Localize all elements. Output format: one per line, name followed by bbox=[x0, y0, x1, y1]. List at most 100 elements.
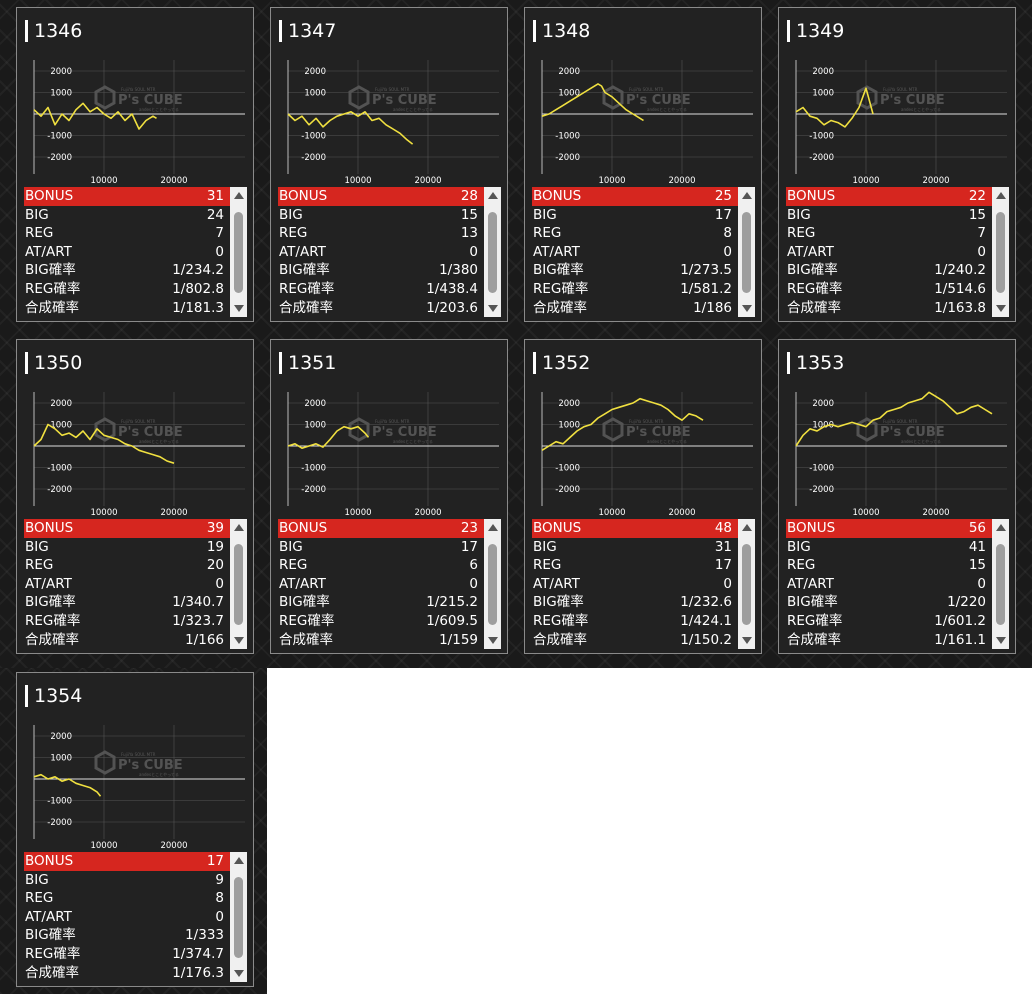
watermark-brand: P's CUBE bbox=[118, 758, 183, 773]
machine-number[interactable]: 1352 bbox=[542, 352, 591, 374]
stats-scrollbar[interactable] bbox=[230, 519, 247, 649]
scroll-thumb[interactable] bbox=[742, 544, 751, 625]
watermark-subtitle: FujiiYa SOUL MTR bbox=[121, 419, 156, 424]
stat-value: 1/438.4 bbox=[426, 280, 478, 297]
scroll-thumb[interactable] bbox=[488, 544, 497, 625]
stat-row-big: BIG 24 bbox=[24, 206, 230, 225]
scroll-down-arrow-icon[interactable] bbox=[742, 305, 752, 312]
stats-scrollbar[interactable] bbox=[230, 187, 247, 317]
stat-value: 7 bbox=[215, 225, 224, 242]
stats-scrollbar[interactable] bbox=[738, 519, 755, 649]
scroll-thumb[interactable] bbox=[488, 212, 497, 293]
stats-list[interactable]: BONUS 17 BIG 9 REG 8 AT/ART 0 BIG確率 1/333 REG確率 1/3… bbox=[24, 852, 230, 982]
machine-card[interactable]: 1352 P's CUBE FujiiYa SOUL MTR andesとことやってる… bbox=[524, 339, 762, 654]
machine-number[interactable]: 1350 bbox=[34, 352, 83, 374]
scroll-up-arrow-icon[interactable] bbox=[996, 192, 1006, 199]
machine-card[interactable]: 1346 P's CUBE FujiiYa SOUL MTR andesとことやってる… bbox=[16, 7, 254, 322]
stats-list[interactable]: BONUS 25 BIG 17 REG 8 AT/ART 0 BIG確率 1/273.5 REG確率… bbox=[532, 187, 738, 317]
scroll-thumb[interactable] bbox=[996, 212, 1005, 293]
scroll-thumb[interactable] bbox=[234, 212, 243, 293]
machine-card[interactable]: 1353 P's CUBE FujiiYa SOUL MTR andesとことやってる… bbox=[778, 339, 1016, 654]
scroll-up-arrow-icon[interactable] bbox=[488, 192, 498, 199]
y-tick-label: 1000 bbox=[304, 421, 326, 431]
scroll-up-arrow-icon[interactable] bbox=[742, 192, 752, 199]
y-tick-label: -1000 bbox=[301, 464, 326, 474]
scroll-thumb[interactable] bbox=[742, 212, 751, 293]
stats-list[interactable]: BONUS 56 BIG 41 REG 15 AT/ART 0 BIG確率 1/220 REG確率 1… bbox=[786, 519, 992, 649]
stats-scrollbar[interactable] bbox=[992, 519, 1009, 649]
stat-row-combined-rate: 合成確率 1/163.8 bbox=[786, 299, 992, 318]
x-tick-label: 10000 bbox=[344, 508, 371, 516]
machine-card[interactable]: 1350 P's CUBE FujiiYa SOUL MTR andesとことやってる… bbox=[16, 339, 254, 654]
machine-card[interactable]: 1349 P's CUBE FujiiYa SOUL MTR andesとことやってる… bbox=[778, 7, 1016, 322]
scroll-down-arrow-icon[interactable] bbox=[996, 305, 1006, 312]
stats-scrollbar[interactable] bbox=[484, 187, 501, 317]
machine-card[interactable]: 1351 P's CUBE FujiiYa SOUL MTR andesとことやってる… bbox=[270, 339, 508, 654]
stats-list[interactable]: BONUS 28 BIG 15 REG 13 AT/ART 0 BIG確率 1/380 REG確率 1… bbox=[278, 187, 484, 317]
stat-value: 0 bbox=[977, 575, 986, 592]
stat-row-bonus: BONUS 23 bbox=[278, 519, 484, 538]
watermark-subtitle: FujiiYa SOUL MTR bbox=[121, 87, 156, 92]
machine-number[interactable]: 1351 bbox=[288, 352, 337, 374]
stat-row-bonus: BONUS 22 bbox=[786, 187, 992, 206]
scroll-thumb[interactable] bbox=[996, 544, 1005, 625]
stats-list[interactable]: BONUS 31 BIG 24 REG 7 AT/ART 0 BIG確率 1/234.2 REG確率… bbox=[24, 187, 230, 317]
machine-number[interactable]: 1348 bbox=[542, 20, 591, 42]
stats-list[interactable]: BONUS 48 BIG 31 REG 17 AT/ART 0 BIG確率 1/232.6 REG確… bbox=[532, 519, 738, 649]
machine-number[interactable]: 1347 bbox=[288, 20, 337, 42]
stat-label: 合成確率 bbox=[533, 299, 587, 316]
scroll-down-arrow-icon[interactable] bbox=[234, 970, 244, 977]
machine-number[interactable]: 1346 bbox=[34, 20, 83, 42]
stats-list[interactable]: BONUS 22 BIG 15 REG 7 AT/ART 0 BIG確率 1/240.2 REG確率… bbox=[786, 187, 992, 317]
watermark-brand: P's CUBE bbox=[118, 93, 183, 108]
stats-list[interactable]: BONUS 39 BIG 19 REG 20 AT/ART 0 BIG確率 1/340.7 REG確… bbox=[24, 519, 230, 649]
stat-label: BONUS bbox=[787, 520, 836, 536]
scroll-up-arrow-icon[interactable] bbox=[234, 524, 244, 531]
watermark-subtitle: FujiiYa SOUL MTR bbox=[375, 419, 410, 424]
y-tick-label: 1000 bbox=[812, 89, 834, 99]
stat-row-bonus: BONUS 56 bbox=[786, 519, 992, 538]
machine-card[interactable]: 1348 P's CUBE FujiiYa SOUL MTR andesとことやってる… bbox=[524, 7, 762, 322]
stat-label: REG bbox=[787, 225, 816, 242]
y-tick-label: -2000 bbox=[555, 485, 580, 495]
scroll-down-arrow-icon[interactable] bbox=[234, 637, 244, 644]
stat-label: BIG bbox=[533, 538, 557, 555]
scroll-thumb[interactable] bbox=[234, 877, 243, 958]
stats-scrollbar[interactable] bbox=[230, 852, 247, 982]
scroll-up-arrow-icon[interactable] bbox=[234, 857, 244, 864]
stats-scrollbar[interactable] bbox=[484, 519, 501, 649]
y-tick-label: -1000 bbox=[47, 464, 72, 474]
stat-label: BIG bbox=[787, 206, 811, 223]
scroll-thumb[interactable] bbox=[234, 544, 243, 625]
stats-scrollbar[interactable] bbox=[738, 187, 755, 317]
scroll-up-arrow-icon[interactable] bbox=[742, 524, 752, 531]
stat-value: 0 bbox=[977, 243, 986, 260]
scroll-down-arrow-icon[interactable] bbox=[488, 305, 498, 312]
scroll-down-arrow-icon[interactable] bbox=[742, 637, 752, 644]
machine-card[interactable]: 1354 P's CUBE FujiiYa SOUL MTR andesとことやってる… bbox=[16, 672, 254, 987]
scroll-up-arrow-icon[interactable] bbox=[234, 192, 244, 199]
difference-series-line bbox=[541, 83, 644, 122]
stat-label: AT/ART bbox=[533, 243, 580, 260]
scroll-up-arrow-icon[interactable] bbox=[996, 524, 1006, 531]
machine-number[interactable]: 1354 bbox=[34, 685, 83, 707]
machine-number[interactable]: 1349 bbox=[796, 20, 845, 42]
scroll-up-arrow-icon[interactable] bbox=[488, 524, 498, 531]
machine-card[interactable]: 1347 P's CUBE FujiiYa SOUL MTR andesとことやってる… bbox=[270, 7, 508, 322]
y-tick-label: 2000 bbox=[304, 399, 326, 409]
stats-scrollbar[interactable] bbox=[992, 187, 1009, 317]
stat-row-reg: REG 6 bbox=[278, 556, 484, 575]
watermark-subtitle: FujiiYa SOUL MTR bbox=[883, 87, 918, 92]
scroll-down-arrow-icon[interactable] bbox=[488, 637, 498, 644]
machine-number[interactable]: 1353 bbox=[796, 352, 845, 374]
scroll-down-arrow-icon[interactable] bbox=[996, 637, 1006, 644]
stats-list[interactable]: BONUS 23 BIG 17 REG 6 AT/ART 0 BIG確率 1/215.2 REG確率… bbox=[278, 519, 484, 649]
stat-value: 39 bbox=[206, 520, 224, 536]
y-tick-label: -2000 bbox=[47, 818, 72, 828]
stat-value: 6 bbox=[469, 557, 478, 574]
scroll-down-arrow-icon[interactable] bbox=[234, 305, 244, 312]
stat-row-big: BIG 17 bbox=[532, 206, 738, 225]
y-tick-label: -2000 bbox=[555, 153, 580, 163]
